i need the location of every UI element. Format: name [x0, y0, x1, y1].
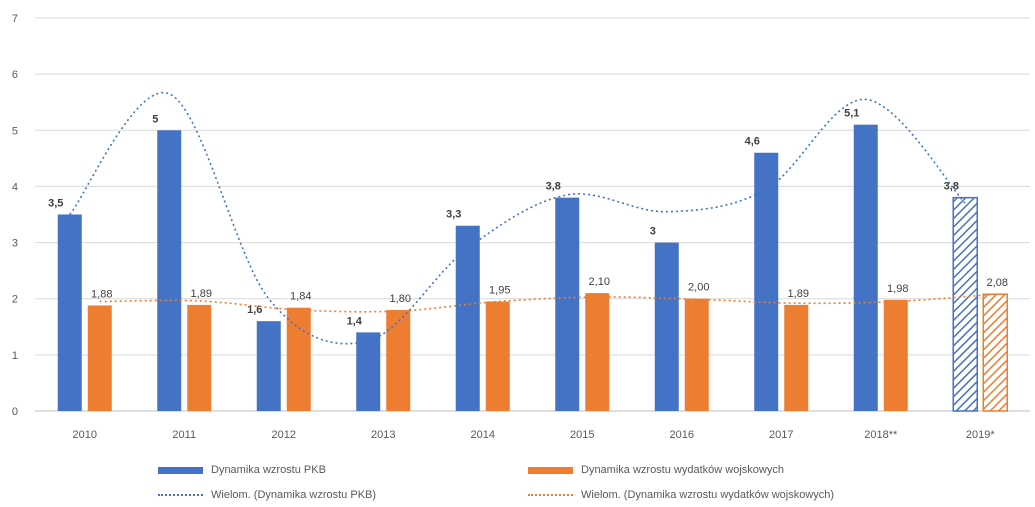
data-label-military: 1,98: [887, 283, 908, 295]
bar-pkb: [953, 198, 977, 411]
data-label-pkb: 3,3: [446, 209, 461, 221]
data-label-military: 2,08: [987, 277, 1008, 289]
bar-military: [386, 310, 410, 411]
bar-military: [884, 300, 908, 411]
x-tick-label: 2016: [670, 429, 694, 441]
bar-pkb: [157, 130, 181, 411]
x-tick-label: 2014: [471, 429, 495, 441]
x-tick-label: 2018**: [864, 429, 898, 441]
bar-military: [187, 305, 211, 411]
legend: Dynamika wzrostu PKB Dynamika wzrostu wy…: [150, 456, 1030, 506]
x-tick-label: 2011: [172, 429, 196, 441]
y-tick-label: 7: [12, 13, 18, 25]
legend-swatch-military: [528, 467, 573, 474]
data-label-military: 2,00: [688, 282, 709, 294]
legend-label-military: Dynamika wzrostu wydatków wojskowych: [581, 464, 784, 476]
data-label-military: 1,89: [788, 288, 809, 300]
data-label-military: 2,10: [589, 276, 610, 288]
data-label-pkb: 5,1: [844, 108, 859, 120]
bar-pkb: [555, 198, 579, 411]
y-tick-label: 4: [12, 181, 18, 193]
bar-military: [983, 294, 1007, 411]
legend-label-pkb: Dynamika wzrostu PKB: [211, 464, 326, 476]
data-label-pkb: 3: [650, 226, 656, 238]
data-label-military: 1,89: [191, 288, 212, 300]
legend-swatch-pkb: [158, 467, 203, 474]
legend-item-pkb: Dynamika wzrostu PKB: [158, 464, 326, 476]
legend-item-trend-military: Wielom. (Dynamika wzrostu wydatków wojsk…: [528, 489, 834, 501]
x-tick-label: 2015: [570, 429, 594, 441]
bar-military: [585, 293, 609, 411]
legend-swatch-trend-pkb: [158, 494, 203, 496]
x-tick-label: 2019*: [966, 429, 995, 441]
y-tick-label: 2: [12, 294, 18, 306]
data-label-pkb: 3,5: [48, 198, 63, 210]
y-tick-label: 0: [12, 406, 18, 418]
x-tick-label: 2013: [371, 429, 395, 441]
x-tick-label: 2017: [769, 429, 793, 441]
y-tick-label: 6: [12, 69, 18, 81]
chart-plot: 012345673,51,88201051,8920111,61,8420121…: [0, 0, 1035, 456]
data-label-pkb: 3,8: [546, 181, 561, 193]
data-label-pkb: 5: [152, 113, 158, 125]
bar-pkb: [257, 321, 281, 411]
data-label-pkb: 4,6: [745, 136, 760, 148]
bar-military: [784, 305, 808, 411]
data-label-pkb: 1,4: [347, 315, 363, 327]
data-label-military: 1,95: [489, 285, 510, 297]
legend-label-trend-pkb: Wielom. (Dynamika wzrostu PKB): [211, 489, 376, 501]
bar-pkb: [854, 125, 878, 411]
bar-military: [287, 308, 311, 411]
legend-label-trend-military: Wielom. (Dynamika wzrostu wydatków wojsk…: [581, 489, 834, 501]
y-tick-label: 5: [12, 125, 18, 137]
bar-pkb: [58, 215, 82, 412]
bar-pkb: [356, 332, 380, 411]
x-tick-label: 2010: [73, 429, 97, 441]
data-label-military: 1,84: [290, 291, 311, 303]
y-tick-label: 3: [12, 238, 18, 250]
data-label-military: 1,80: [390, 293, 411, 305]
bar-military: [486, 302, 510, 411]
bar-pkb: [456, 226, 480, 411]
bar-pkb: [754, 153, 778, 411]
bar-military: [685, 299, 709, 411]
y-tick-label: 1: [12, 350, 18, 362]
data-label-military: 1,88: [91, 288, 112, 300]
bar-military: [88, 305, 112, 411]
x-tick-label: 2012: [272, 429, 296, 441]
bar-pkb: [655, 243, 679, 411]
legend-item-trend-pkb: Wielom. (Dynamika wzrostu PKB): [158, 489, 376, 501]
legend-item-military: Dynamika wzrostu wydatków wojskowych: [528, 464, 784, 476]
legend-swatch-trend-military: [528, 494, 573, 496]
